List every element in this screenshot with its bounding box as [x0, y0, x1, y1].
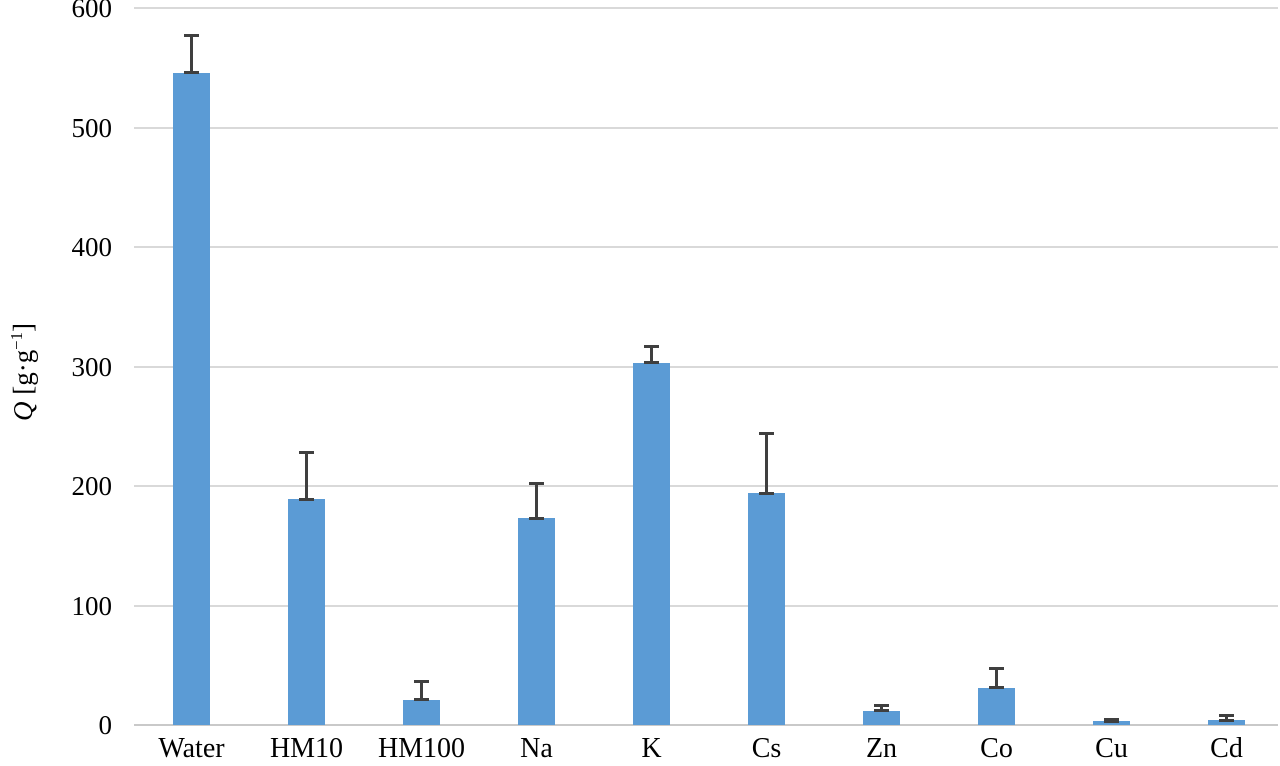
x-axis-category-label: Cu	[1095, 733, 1128, 764]
error-bar-line	[650, 346, 653, 363]
error-bar-bottom-cap	[184, 71, 199, 75]
x-axis-category-label: Zn	[865, 733, 898, 764]
y-axis-title-superscript: −1	[7, 331, 26, 350]
error-bar-line	[995, 668, 998, 688]
x-axis-category-label: Co	[980, 733, 1013, 764]
error-bar-top-cap	[1219, 713, 1234, 717]
error-bar-bottom-cap	[989, 686, 1004, 690]
error-bar-line	[420, 681, 423, 700]
x-axis-line	[134, 724, 1278, 726]
error-bar-top-cap	[299, 451, 314, 455]
bar	[978, 687, 1015, 725]
x-axis-category-label: Cd	[1210, 733, 1243, 764]
error-bar-bottom-cap	[644, 361, 659, 365]
bar	[1208, 720, 1245, 725]
x-axis-category-label: HM10	[269, 733, 344, 764]
y-axis-tick-label: 0	[98, 710, 113, 740]
error-bar-top-cap	[759, 431, 774, 435]
bar	[1093, 721, 1130, 725]
y-axis-title-symbol: Q	[8, 401, 38, 422]
y-axis-tick-label: 300	[71, 351, 113, 382]
error-bar-top-cap	[529, 482, 544, 486]
error-bar-top-cap	[1104, 717, 1119, 721]
x-axis-category-label: Cs	[751, 733, 782, 764]
error-bar-bottom-cap	[1104, 719, 1119, 723]
y-axis-tick-label: 500	[71, 112, 113, 143]
x-axis-category-label: Water	[158, 733, 225, 764]
error-bar-bottom-cap	[414, 698, 429, 702]
y-axis-title-unit-close: ]	[8, 322, 38, 332]
error-bar-top-cap	[644, 344, 659, 348]
error-bar-top-cap	[989, 667, 1004, 671]
x-axis-category-label: HM100	[377, 733, 466, 764]
error-bar-top-cap	[874, 704, 889, 708]
y-axis-tick-label: 200	[71, 471, 113, 501]
gridline	[134, 246, 1278, 248]
bar	[863, 710, 900, 725]
gridline	[134, 485, 1278, 487]
bar	[288, 499, 325, 725]
y-axis-tick-label: 600	[71, 0, 113, 23]
y-axis-tick-label: 100	[71, 590, 113, 621]
gridline	[134, 7, 1278, 9]
error-bar-line	[880, 705, 883, 711]
error-bar-line	[190, 35, 193, 73]
gridline	[134, 126, 1278, 129]
error-bar-line	[1225, 715, 1228, 721]
x-axis-category-label: K	[641, 733, 662, 764]
error-bar-top-cap	[184, 33, 199, 37]
bar	[403, 699, 440, 725]
error-bar-bottom-cap	[1219, 718, 1234, 722]
bar	[173, 72, 210, 725]
bar	[633, 362, 670, 725]
bar	[518, 518, 555, 725]
error-bar-top-cap	[414, 680, 429, 684]
bar	[748, 493, 785, 725]
error-bar-bottom-cap	[299, 497, 314, 501]
error-bar-bottom-cap	[759, 491, 774, 495]
error-bar-bottom-cap	[874, 709, 889, 713]
gridline	[134, 365, 1278, 368]
error-bar-line	[305, 452, 308, 500]
gridline	[134, 604, 1278, 607]
error-bar-line	[535, 483, 538, 519]
error-bar-line	[765, 433, 768, 494]
x-axis-category-label: Na	[520, 733, 553, 764]
y-axis-tick-label: 400	[71, 232, 113, 262]
error-bar-bottom-cap	[529, 516, 544, 520]
